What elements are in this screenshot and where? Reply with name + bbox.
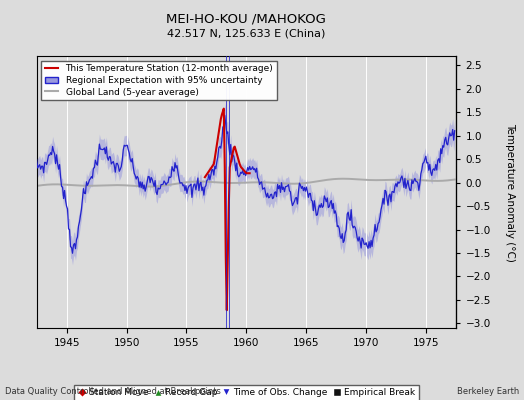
- Text: Data Quality Controlled and Aligned at Breakpoints: Data Quality Controlled and Aligned at B…: [5, 387, 221, 396]
- Legend: Station Move, Record Gap, Time of Obs. Change, Empirical Break: Station Move, Record Gap, Time of Obs. C…: [74, 385, 419, 400]
- Text: 42.517 N, 125.633 E (China): 42.517 N, 125.633 E (China): [167, 28, 325, 38]
- Y-axis label: Temperature Anomaly (°C): Temperature Anomaly (°C): [505, 122, 515, 262]
- Text: Berkeley Earth: Berkeley Earth: [456, 387, 519, 396]
- Text: MEI-HO-KOU /MAHOKOG: MEI-HO-KOU /MAHOKOG: [166, 13, 326, 26]
